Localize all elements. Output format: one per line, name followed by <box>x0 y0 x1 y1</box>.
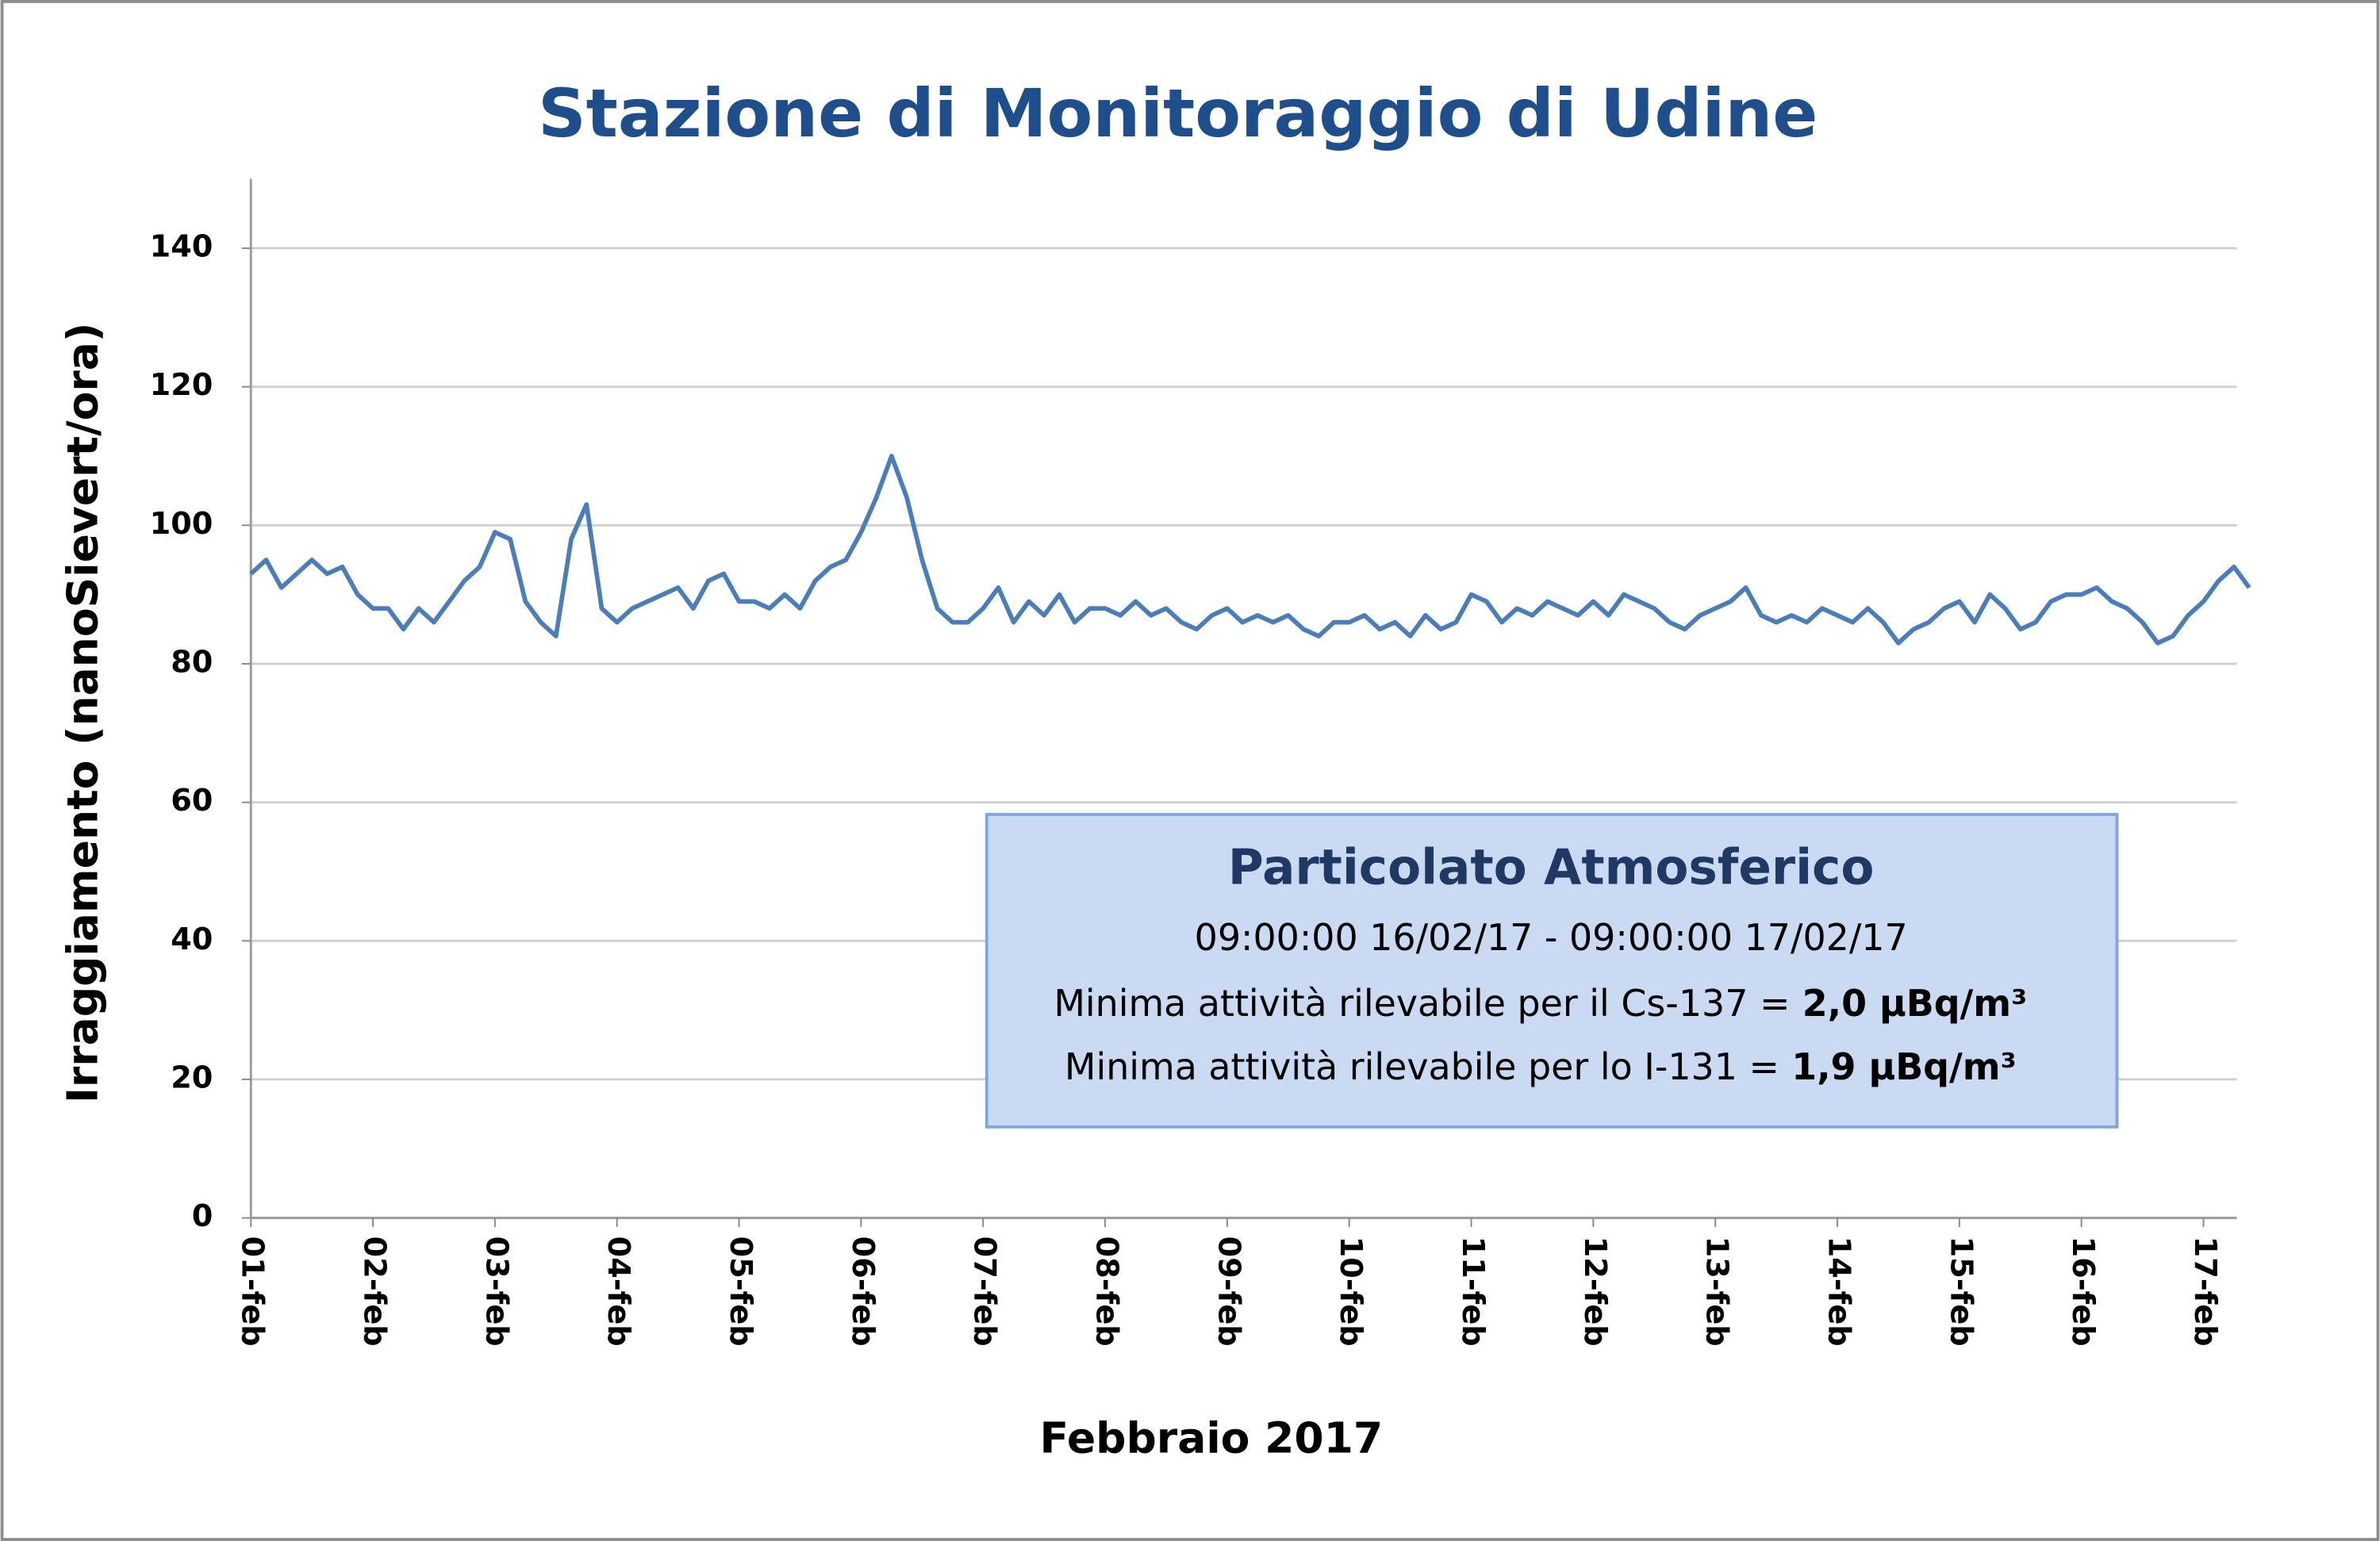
x-tick-label: 07-feb <box>967 1236 1002 1347</box>
annotation-value: 2,0 µBq/m³ <box>1802 981 2027 1024</box>
y-tick-label: 80 <box>171 645 213 680</box>
x-tick-label: 10-feb <box>1333 1236 1368 1347</box>
annotation-text: Minima attività rilevabile per lo I-131 … <box>1065 1045 1779 1088</box>
x-tick-label: 06-feb <box>845 1236 880 1347</box>
x-tick-label: 02-feb <box>357 1236 392 1347</box>
annotation-value: 1,9 µBq/m³ <box>1791 1045 2016 1088</box>
y-tick-label: 40 <box>171 922 213 957</box>
x-tick-label: 12-feb <box>1577 1236 1612 1347</box>
chart-title: Stazione di Monitoraggio di Udine <box>538 75 1818 152</box>
x-tick-label: 08-feb <box>1089 1236 1124 1347</box>
y-tick-label: 100 <box>150 507 213 542</box>
y-axis-title: Irraggiamento (nanoSievert/ora) <box>57 323 107 1103</box>
x-tick-label: 03-feb <box>478 1236 513 1347</box>
y-tick-label: 60 <box>171 784 213 818</box>
y-tick-label: 20 <box>171 1060 213 1095</box>
x-tick-label: 11-feb <box>1455 1236 1490 1347</box>
annotation-line: Minima attività rilevabile per il Cs-137… <box>1054 981 2027 1024</box>
x-tick-label: 13-feb <box>1699 1236 1734 1347</box>
x-axis-title: Febbraio 2017 <box>1039 1413 1383 1462</box>
data-line <box>249 454 2251 646</box>
y-tick-label: 140 <box>150 229 213 264</box>
x-tick-label: 09-feb <box>1211 1236 1246 1347</box>
annotation-box <box>985 813 2119 1129</box>
annotation-title: Particolato Atmosferico <box>1228 839 1874 895</box>
x-tick-label: 01-feb <box>235 1236 270 1347</box>
annotation-period: 09:00:00 16/02/17 - 09:00:00 17/02/17 <box>1195 916 1908 959</box>
x-tick-label: 04-feb <box>601 1236 635 1347</box>
y-tick-label: 0 <box>192 1199 213 1234</box>
annotation-line: Minima attività rilevabile per lo I-131 … <box>1065 1045 2017 1088</box>
x-tick-label: 17-feb <box>2187 1236 2222 1347</box>
annotation-text: Minima attività rilevabile per il Cs-137… <box>1054 981 1790 1024</box>
x-tick-label: 14-feb <box>1821 1236 1856 1347</box>
x-tick-label: 15-feb <box>1943 1236 1978 1347</box>
x-tick-label: 16-feb <box>2065 1236 2100 1347</box>
y-tick-label: 120 <box>150 368 213 403</box>
x-tick-label: 05-feb <box>723 1236 758 1347</box>
